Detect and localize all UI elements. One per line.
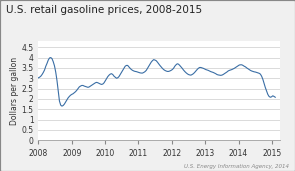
Text: U.S. Energy Information Agency, 2014: U.S. Energy Information Agency, 2014 <box>184 164 289 169</box>
Text: U.S. retail gasoline prices, 2008-2015: U.S. retail gasoline prices, 2008-2015 <box>6 5 202 15</box>
Y-axis label: Dollars per gallon: Dollars per gallon <box>9 57 19 125</box>
